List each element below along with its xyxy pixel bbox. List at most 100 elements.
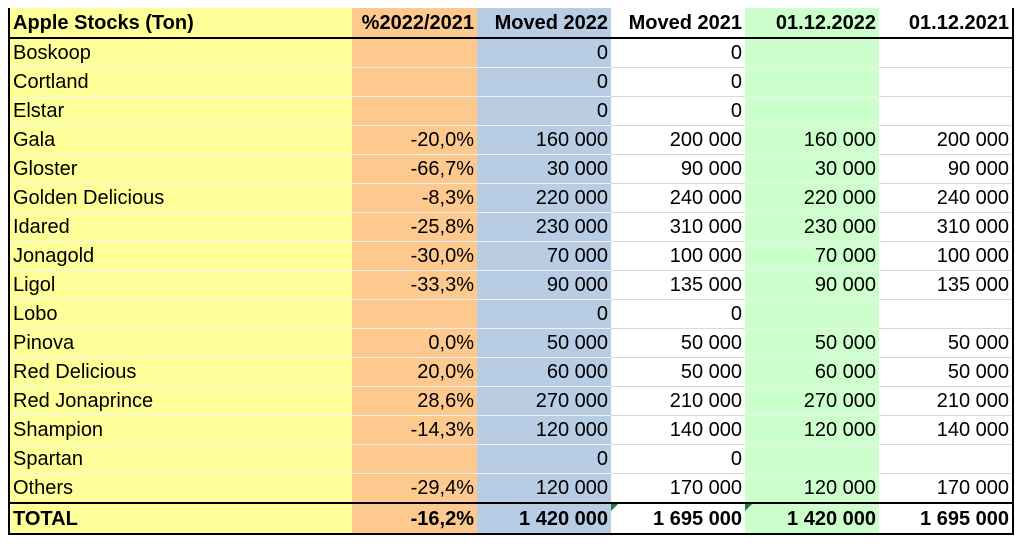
variety-cell: Shampion [9,415,352,445]
total-row: TOTAL -16,2% 1 420 000 1 695 000 1 420 0… [9,502,1013,535]
moved-2022-cell: 230 000 [477,212,611,242]
stock-2022-cell: 30 000 [745,154,879,184]
stock-2021-cell [879,299,1013,329]
variety-cell: Elstar [9,96,352,126]
moved-2021-cell: 135 000 [611,270,745,300]
change-percent-cell [352,38,477,68]
moved-2021-cell: 210 000 [611,386,745,416]
change-percent-cell: 20,0% [352,357,477,387]
stock-2021-cell: 50 000 [879,328,1013,358]
moved-2022-cell: 120 000 [477,415,611,445]
table-row: Ligol -33,3% 90 000 135 000 90 000 135 000 [9,270,1013,300]
change-percent-cell: 28,6% [352,386,477,416]
moved-2022-cell: 0 [477,299,611,329]
moved-2022-cell: 70 000 [477,241,611,271]
moved-2022-cell: 90 000 [477,270,611,300]
moved-2021-cell: 200 000 [611,125,745,155]
moved-2022-cell: 220 000 [477,183,611,213]
table-row: Cortland 0 0 [9,67,1013,97]
stock-2022-cell: 220 000 [745,183,879,213]
stock-2022-cell [745,444,879,474]
total-stock-2022: 1 420 000 [745,502,879,535]
header-change-percent: %2022/2021 [352,8,477,39]
stock-2021-cell: 310 000 [879,212,1013,242]
stock-2022-cell [745,96,879,126]
table-row: Elstar 0 0 [9,96,1013,126]
variety-cell: Ligol [9,270,352,300]
change-percent-cell: -14,3% [352,415,477,445]
change-percent-cell [352,96,477,126]
change-percent-cell: -66,7% [352,154,477,184]
moved-2021-cell: 0 [611,67,745,97]
stock-2021-cell [879,96,1013,126]
moved-2022-cell: 50 000 [477,328,611,358]
variety-cell: Others [9,473,352,504]
moved-2022-cell: 270 000 [477,386,611,416]
stock-2022-cell [745,38,879,68]
moved-2022-cell: 0 [477,67,611,97]
stock-2021-cell [879,67,1013,97]
table-row: Jonagold -30,0% 70 000 100 000 70 000 100 000 [9,241,1013,271]
moved-2022-cell: 0 [477,38,611,68]
table-row: Others -29,4% 120 000 170 000 120 000 170 000 [9,473,1013,504]
moved-2022-cell: 0 [477,444,611,474]
header-row: Apple Stocks (Ton) %2022/2021 Moved 2022… [9,8,1013,39]
stock-2021-cell: 90 000 [879,154,1013,184]
table-row: Red Jonaprince 28,6% 270 000 210 000 270 000… [9,386,1013,416]
total-moved-2021: 1 695 000 [611,502,745,535]
header-variety: Apple Stocks (Ton) [9,8,352,39]
moved-2021-cell: 240 000 [611,183,745,213]
moved-2021-cell: 170 000 [611,473,745,504]
total-stock-2021: 1 695 000 [879,502,1013,535]
stock-2021-cell [879,38,1013,68]
moved-2021-cell: 310 000 [611,212,745,242]
table-row: Idared -25,8% 230 000 310 000 230 000 310 000 [9,212,1013,242]
stock-2021-cell: 135 000 [879,270,1013,300]
stock-2022-cell: 120 000 [745,473,879,504]
stock-2021-cell: 50 000 [879,357,1013,387]
change-percent-cell: -29,4% [352,473,477,504]
stock-2021-cell: 240 000 [879,183,1013,213]
total-label: TOTAL [9,502,352,535]
variety-cell: Lobo [9,299,352,329]
moved-2021-cell: 0 [611,96,745,126]
header-stock-2021: 01.12.2021 [879,8,1013,39]
variety-cell: Pinova [9,328,352,358]
header-moved-2021: Moved 2021 [611,8,745,39]
change-percent-cell [352,444,477,474]
total-moved-2022: 1 420 000 [477,502,611,535]
variety-cell: Boskoop [9,38,352,68]
moved-2021-cell: 0 [611,299,745,329]
table-row: Red Delicious 20,0% 60 000 50 000 60 000 50 0… [9,357,1013,387]
variety-cell: Spartan [9,444,352,474]
change-percent-cell: -33,3% [352,270,477,300]
stock-2022-cell: 230 000 [745,212,879,242]
total-change-percent: -16,2% [352,502,477,535]
apple-stocks-table: Apple Stocks (Ton) %2022/2021 Moved 2022… [8,8,1014,535]
moved-2021-cell: 140 000 [611,415,745,445]
table-row: Shampion -14,3% 120 000 140 000 120 000 140 0… [9,415,1013,445]
table-row: Pinova 0,0% 50 000 50 000 50 000 50 000 [9,328,1013,358]
moved-2022-cell: 30 000 [477,154,611,184]
variety-cell: Idared [9,212,352,242]
variety-cell: Gloster [9,154,352,184]
change-percent-cell: 0,0% [352,328,477,358]
table-row: Boskoop 0 0 [9,38,1013,68]
change-percent-cell: -30,0% [352,241,477,271]
header-moved-2022: Moved 2022 [477,8,611,39]
change-percent-cell: -20,0% [352,125,477,155]
table-row: Spartan 0 0 [9,444,1013,474]
header-stock-2022: 01.12.2022 [745,8,879,39]
variety-cell: Red Jonaprince [9,386,352,416]
moved-2022-cell: 160 000 [477,125,611,155]
variety-cell: Golden Delicious [9,183,352,213]
variety-cell: Red Delicious [9,357,352,387]
change-percent-cell [352,67,477,97]
stock-2021-cell: 100 000 [879,241,1013,271]
stock-2021-cell [879,444,1013,474]
stock-2021-cell: 210 000 [879,386,1013,416]
table-row: Gala -20,0% 160 000 200 000 160 000 200 000 [9,125,1013,155]
variety-cell: Cortland [9,67,352,97]
variety-cell: Jonagold [9,241,352,271]
stock-2022-cell: 70 000 [745,241,879,271]
